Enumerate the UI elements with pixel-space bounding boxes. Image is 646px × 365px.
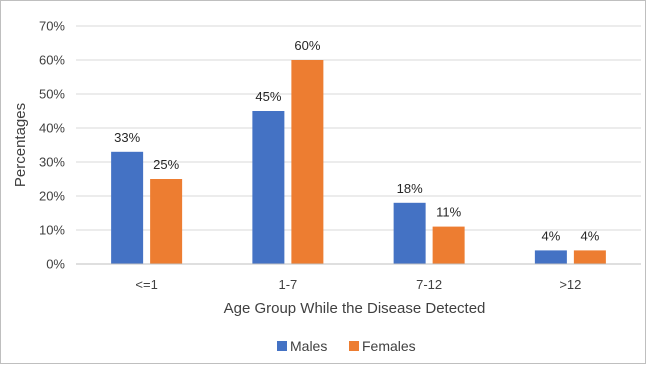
y-tick-label: 60% (39, 53, 65, 68)
bar-females (291, 60, 324, 264)
y-tick-label: 40% (39, 121, 65, 136)
bar-females (573, 250, 606, 264)
data-label: 11% (436, 205, 461, 220)
legend-label: Males (290, 338, 327, 354)
x-tick-label: 1-7 (278, 277, 297, 292)
y-tick-label: 70% (39, 19, 65, 34)
bar-females (432, 226, 465, 264)
data-label: 25% (153, 157, 179, 172)
data-label: 45% (255, 89, 281, 104)
legend: Males Females (277, 338, 416, 354)
x-tick-label: 7-12 (416, 277, 442, 292)
data-label: 60% (294, 38, 320, 53)
y-tick-label: 20% (39, 189, 65, 204)
y-tick-label: 0% (46, 257, 65, 272)
x-tick-label: <=1 (135, 277, 157, 292)
y-axis-title: Percentages (12, 103, 29, 187)
bar-males (252, 111, 285, 264)
legend-swatch (349, 341, 359, 351)
data-labels: 33% 25% 45% 60% 18% 11% 4% 4% (114, 38, 600, 243)
y-tick-label: 50% (39, 87, 65, 102)
data-label: 4% (580, 228, 599, 243)
data-label: 33% (114, 130, 140, 145)
bar-males (111, 151, 144, 264)
legend-label: Females (362, 338, 416, 354)
bar-males (393, 202, 426, 264)
y-tick-label: 30% (39, 155, 65, 170)
x-tick-label: >12 (559, 277, 581, 292)
y-axis-ticks: 0% 10% 20% 30% 40% 50% 60% 70% (39, 19, 65, 272)
x-axis-title: Age Group While the Disease Detected (224, 300, 486, 317)
data-label: 4% (541, 228, 560, 243)
data-label: 18% (397, 181, 423, 196)
x-axis-ticks: <=1 1-7 7-12 >12 (135, 277, 581, 292)
y-tick-label: 10% (39, 223, 65, 238)
legend-swatch (277, 341, 287, 351)
bars (111, 60, 606, 264)
bar-females (150, 179, 183, 264)
bar-males (534, 250, 567, 264)
